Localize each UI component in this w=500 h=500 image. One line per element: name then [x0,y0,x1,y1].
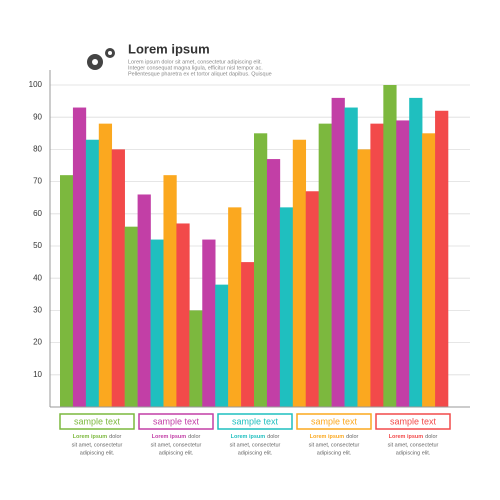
bar [150,239,164,407]
legend-note: Lorem ipsum dolor [231,434,280,440]
legend-note: adipiscing elit. [317,450,352,456]
bar [137,194,151,407]
bar [422,133,436,408]
bar [435,110,449,407]
legend-note: Lorem ipsum dolor [389,434,438,440]
bar [305,191,319,407]
bar [396,120,410,408]
note-lead: Lorem ipsum [73,434,108,440]
note-text: dolor [188,434,200,440]
note-text: dolor [346,434,358,440]
bar [228,207,242,407]
y-tick-label: 50 [33,241,42,250]
y-tick-label: 90 [33,112,42,121]
legend-box [217,413,293,430]
note-text: dolor [425,434,437,440]
legend-note: adipiscing elit. [238,450,273,456]
legend-note: adipiscing elit. [80,450,115,456]
legend-note: Lorem ipsum dolor [310,434,359,440]
bar [409,97,423,407]
legend-box [375,413,451,430]
bar [202,239,216,407]
note-text: dolor [109,434,121,440]
bar [176,223,190,407]
y-tick-label: 10 [33,370,42,379]
legend-box [138,413,214,430]
legend-note: sit amet, consectetur [388,442,439,448]
bar [124,226,138,407]
legend-label: sample text [74,416,121,426]
legend-note: sit amet, consectetur [72,442,123,448]
note-lead: Lorem ipsum [310,434,345,440]
bar [292,139,307,408]
subtitle-line: Pellentesque pharetra ex et tortor aliqu… [128,71,272,77]
bar [98,123,113,407]
bar [279,207,294,407]
bar [357,149,371,407]
legend-box [59,413,135,430]
bar [370,123,384,407]
bar [163,175,177,407]
note-lead: Lorem ipsum [231,434,266,440]
legend-note: sit amet, consectetur [309,442,360,448]
bar [254,133,268,408]
y-tick-label: 100 [29,80,43,89]
bar [72,107,87,407]
bar [111,149,125,407]
legend-label: sample text [311,416,358,426]
note-text: dolor [267,434,279,440]
note-lead: Lorem ipsum [389,434,424,440]
y-tick-label: 30 [33,306,42,315]
bar [344,107,358,407]
gear-icon [87,48,115,70]
y-tick-label: 40 [33,273,42,282]
bar [331,97,345,407]
legend-note: Lorem ipsum dolor [152,434,201,440]
y-tick-label: 20 [33,338,42,347]
legend-note: adipiscing elit. [396,450,431,456]
legend-label: sample text [390,416,437,426]
bar [318,123,332,407]
bar [85,139,100,408]
bar [215,284,229,407]
legend-note: sit amet, consectetur [151,442,202,448]
note-lead: Lorem ipsum [152,434,187,440]
bar [189,310,203,407]
chart-title: Lorem ipsum [128,41,210,56]
bar [241,262,255,407]
legend-box [296,413,372,430]
subtitle-line: Lorem ipsum dolor sit amet, consectetur … [128,59,262,65]
y-tick-label: 60 [33,209,42,218]
bar [266,159,281,407]
y-tick-label: 70 [33,177,42,186]
legend-note: Lorem ipsum dolor [73,434,122,440]
legend-note: adipiscing elit. [159,450,194,456]
bar [383,85,397,407]
bar [60,175,74,407]
legend-label: sample text [153,416,200,426]
y-tick-label: 80 [33,145,42,154]
legend-note: sit amet, consectetur [230,442,281,448]
legend-label: sample text [232,416,279,426]
subtitle-line: Integer consequat magna ligula, efficitu… [128,65,263,71]
